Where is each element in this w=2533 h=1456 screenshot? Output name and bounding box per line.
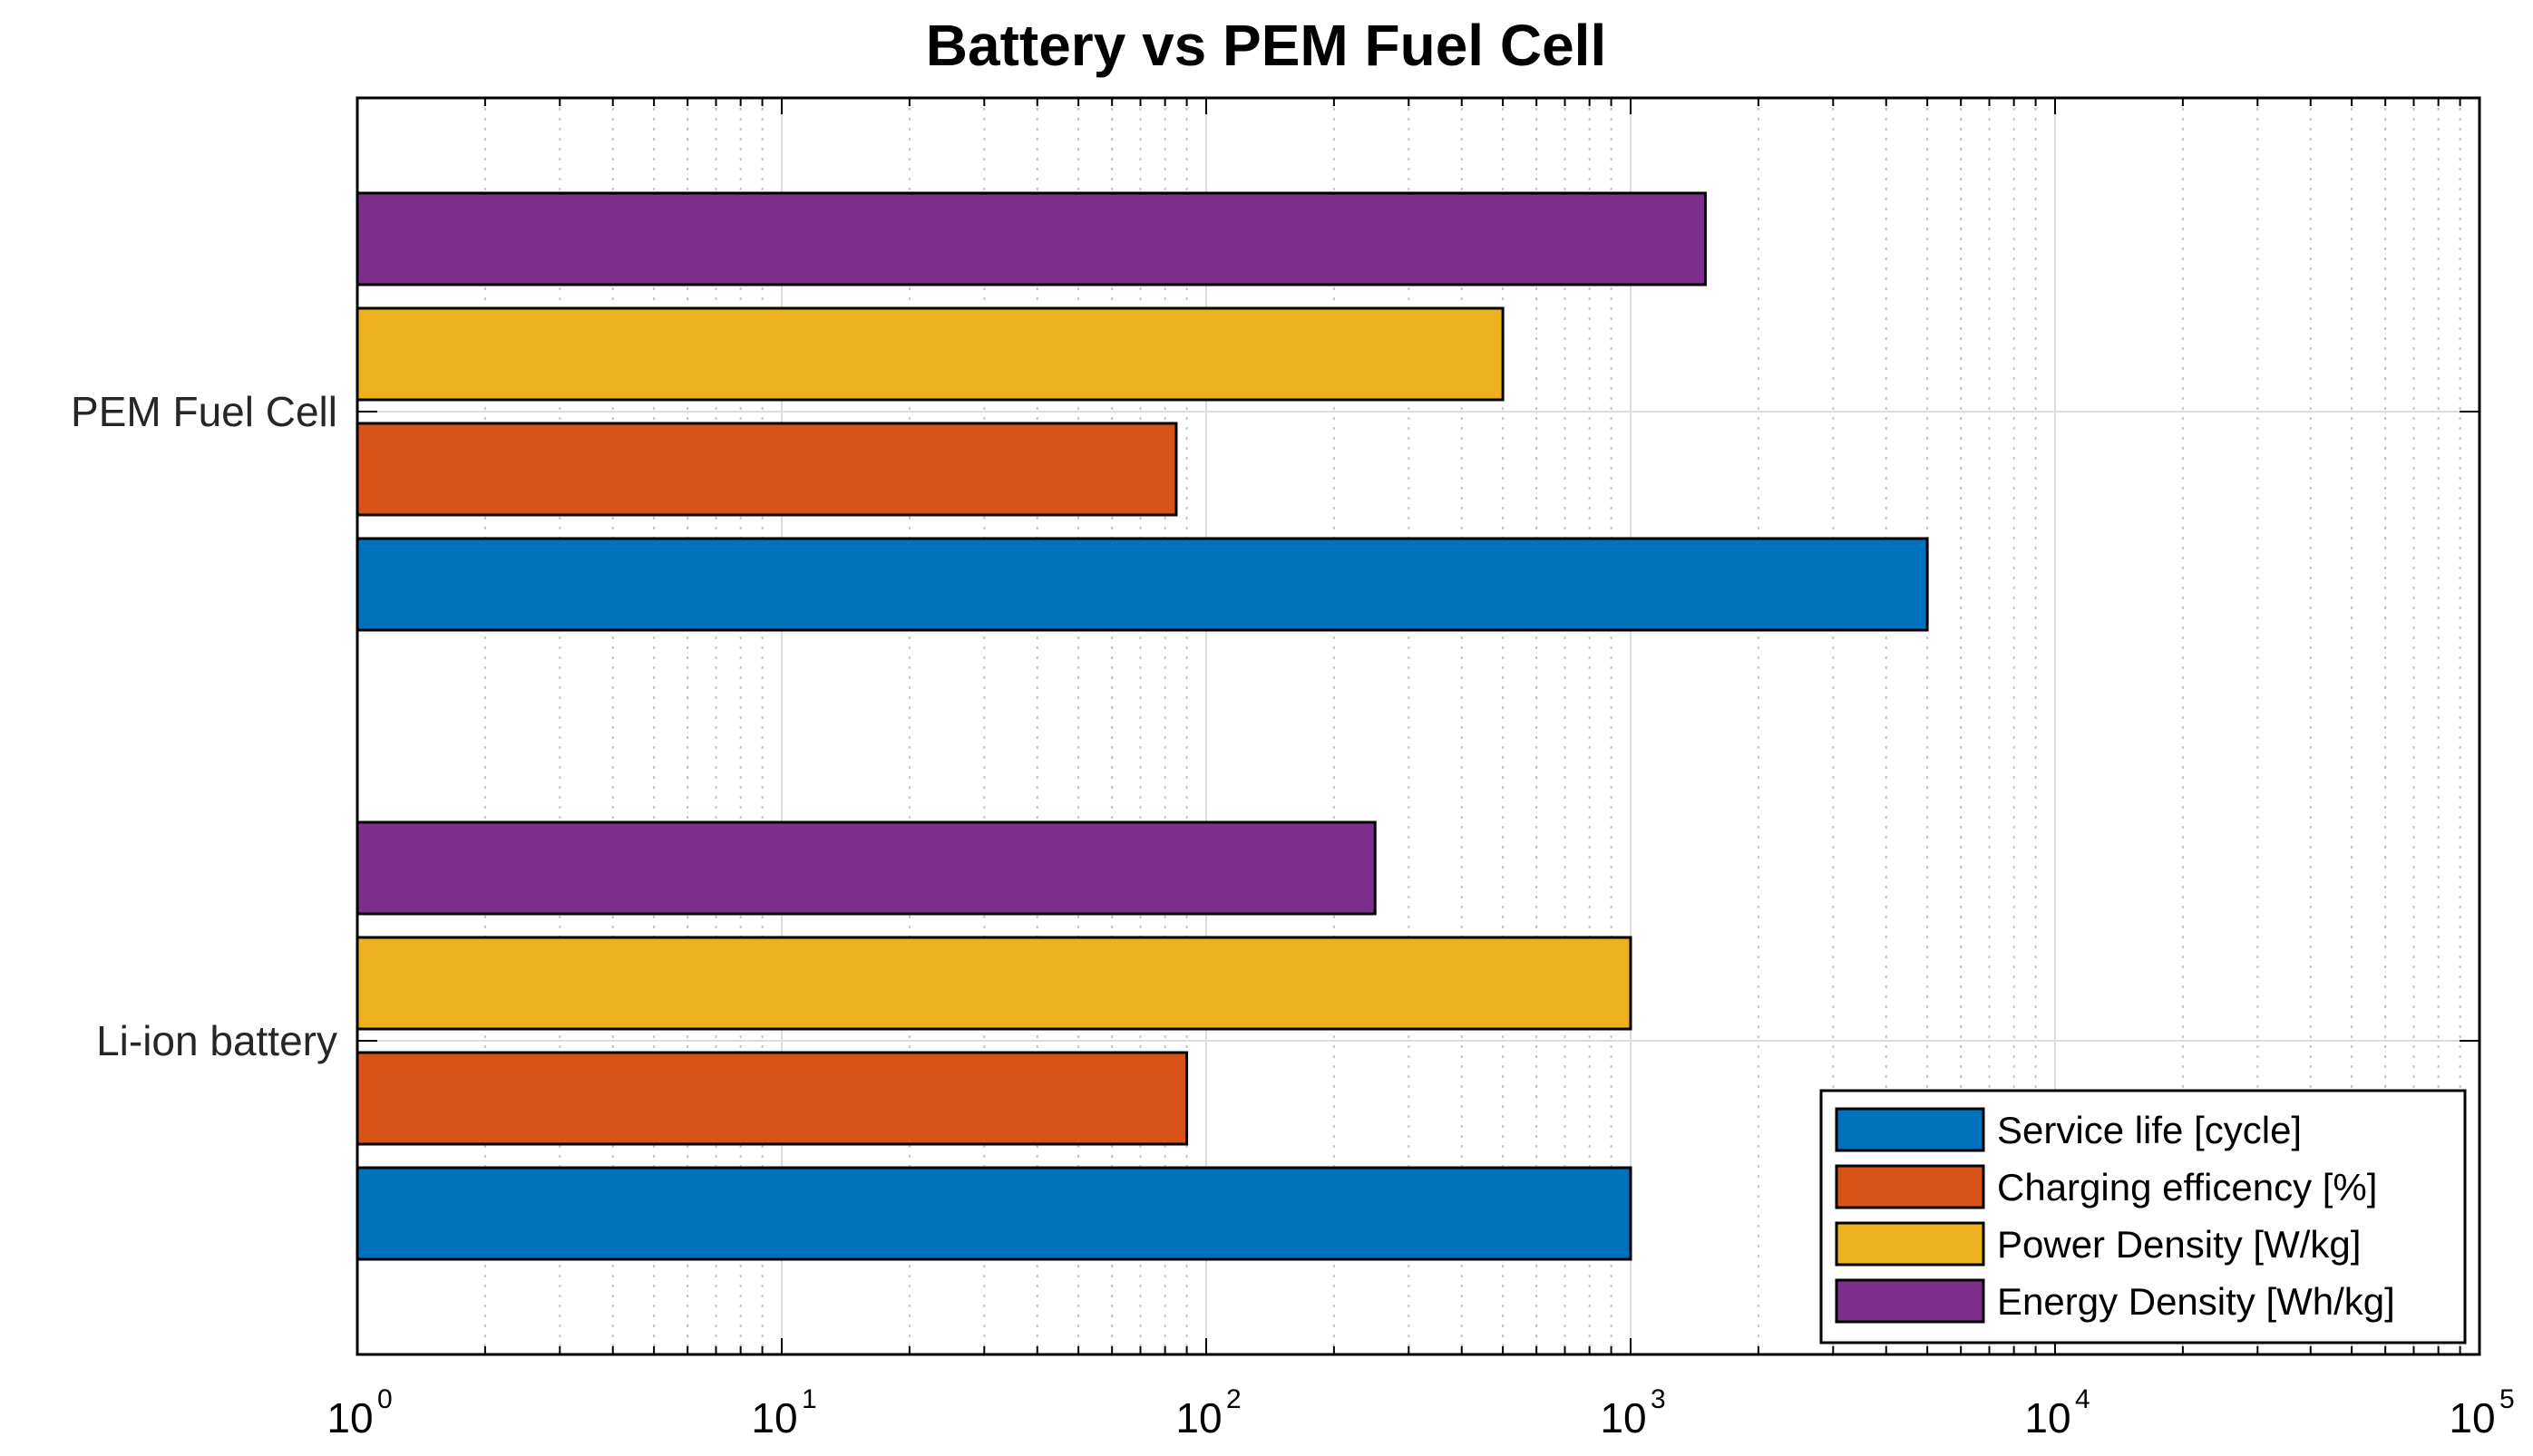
legend-label: Service life [cycle] — [1997, 1109, 2302, 1151]
x-tick-base: 10 — [2449, 1394, 2495, 1441]
ticks-layer — [356, 98, 2480, 1354]
legend-swatch — [1835, 1164, 1985, 1209]
legend-label: Power Density [W/kg] — [1997, 1223, 2361, 1266]
x-tick-base: 10 — [751, 1394, 797, 1441]
plot-frame — [356, 96, 2481, 1356]
bar-service-life-pem — [356, 537, 1929, 632]
x-tick-exponent: 0 — [377, 1384, 393, 1414]
x-tick-label: 10 5 — [2449, 1384, 2514, 1441]
bar-charging-efficiency-pem — [356, 422, 1178, 517]
x-tick-base: 10 — [1600, 1394, 1646, 1441]
x-tick-base: 10 — [1175, 1394, 1222, 1441]
x-tick-exponent: 4 — [2075, 1384, 2090, 1414]
x-tick-exponent: 3 — [1651, 1384, 1666, 1414]
x-tick-label: 10 0 — [326, 1384, 392, 1441]
x-tick-base: 10 — [2024, 1394, 2070, 1441]
bar-power-density-li-ion — [356, 936, 1632, 1031]
legend-swatch — [1835, 1221, 1985, 1267]
x-tick-exponent: 1 — [802, 1384, 817, 1414]
legend-swatch — [1835, 1278, 1985, 1324]
legend-label: Energy Density [Wh/kg] — [1997, 1280, 2395, 1323]
bar-charging-efficiency-li-ion — [356, 1051, 1189, 1146]
chart-title: Battery vs PEM Fuel Cell — [926, 13, 1606, 78]
bars-layer — [356, 191, 1929, 1261]
legend: Service life [cycle] Charging efficency [… — [1819, 1089, 2467, 1344]
x-tick-label: 10 2 — [1175, 1384, 1241, 1441]
x-tick-label: 10 3 — [1600, 1384, 1665, 1441]
bar-energy-density-pem — [356, 191, 1707, 286]
legend-swatch — [1835, 1107, 1985, 1152]
x-tick-label: 10 4 — [2024, 1384, 2090, 1441]
y-category-label: Li-ion battery — [96, 1017, 337, 1064]
x-tick-exponent: 5 — [2499, 1384, 2515, 1414]
y-category-label: PEM Fuel Cell — [71, 388, 337, 435]
legend-label: Charging efficency [%] — [1997, 1166, 2377, 1208]
bar-service-life-li-ion — [356, 1166, 1632, 1261]
bar-energy-density-li-ion — [356, 820, 1377, 916]
x-tick-base: 10 — [326, 1394, 373, 1441]
bar-power-density-pem — [356, 306, 1505, 402]
x-tick-label: 10 1 — [751, 1384, 816, 1441]
x-tick-exponent: 2 — [1226, 1384, 1242, 1414]
